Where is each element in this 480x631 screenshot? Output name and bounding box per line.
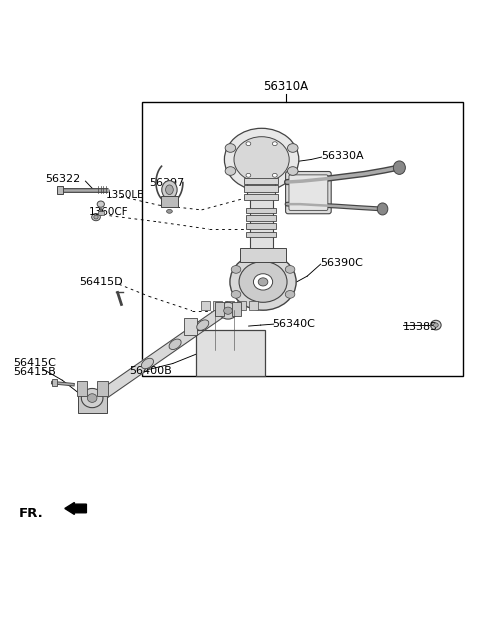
Ellipse shape: [225, 167, 236, 175]
Bar: [247, 160, 275, 198]
Ellipse shape: [377, 203, 388, 215]
Bar: [244, 186, 278, 192]
Ellipse shape: [81, 389, 103, 408]
Ellipse shape: [218, 302, 238, 319]
Ellipse shape: [231, 266, 241, 273]
Ellipse shape: [162, 180, 177, 199]
Bar: [250, 198, 273, 253]
Ellipse shape: [166, 185, 173, 194]
Bar: [142, 102, 463, 375]
Ellipse shape: [225, 128, 299, 191]
Bar: [249, 301, 258, 309]
Bar: [246, 215, 276, 221]
Ellipse shape: [224, 307, 232, 314]
Text: 56415B: 56415B: [13, 367, 56, 377]
Bar: [98, 211, 104, 215]
Bar: [57, 186, 63, 194]
Text: 56330A: 56330A: [322, 151, 364, 161]
Text: 56322: 56322: [46, 174, 81, 184]
Polygon shape: [89, 302, 233, 406]
Ellipse shape: [239, 261, 287, 302]
FancyBboxPatch shape: [184, 318, 197, 334]
Ellipse shape: [273, 142, 277, 146]
Ellipse shape: [225, 144, 236, 152]
Ellipse shape: [87, 394, 97, 403]
Text: 56415D: 56415D: [79, 277, 123, 287]
Bar: [161, 196, 178, 206]
Ellipse shape: [253, 274, 273, 290]
Ellipse shape: [94, 215, 98, 219]
Text: 56397: 56397: [149, 179, 184, 189]
FancyBboxPatch shape: [289, 175, 328, 210]
Ellipse shape: [234, 137, 289, 182]
Text: 13385: 13385: [403, 322, 438, 333]
Ellipse shape: [288, 167, 298, 175]
Bar: [77, 381, 87, 396]
Ellipse shape: [142, 358, 154, 369]
Ellipse shape: [393, 161, 405, 174]
Ellipse shape: [169, 339, 181, 350]
Ellipse shape: [273, 174, 277, 177]
Bar: [246, 223, 276, 228]
Ellipse shape: [258, 278, 268, 286]
Ellipse shape: [197, 320, 209, 330]
Ellipse shape: [285, 266, 295, 273]
FancyArrow shape: [65, 502, 86, 514]
Bar: [201, 301, 210, 309]
Text: 56390C: 56390C: [321, 257, 363, 268]
Ellipse shape: [285, 290, 295, 298]
FancyBboxPatch shape: [286, 172, 331, 214]
Bar: [78, 394, 107, 413]
Bar: [244, 194, 278, 200]
Bar: [246, 232, 276, 237]
Text: 56415C: 56415C: [13, 358, 56, 369]
Ellipse shape: [167, 209, 172, 213]
Bar: [213, 301, 222, 309]
Bar: [97, 381, 108, 396]
Ellipse shape: [433, 323, 438, 327]
Bar: [244, 178, 278, 184]
Ellipse shape: [431, 321, 441, 330]
Bar: [215, 302, 224, 316]
Bar: [246, 208, 276, 213]
Bar: [232, 302, 241, 316]
Ellipse shape: [97, 201, 104, 207]
Ellipse shape: [230, 254, 296, 310]
Bar: [240, 249, 286, 262]
Bar: [225, 301, 234, 309]
Text: 56400B: 56400B: [130, 366, 172, 375]
FancyBboxPatch shape: [196, 330, 265, 375]
Ellipse shape: [92, 213, 100, 221]
Bar: [237, 301, 246, 309]
Text: FR.: FR.: [19, 507, 44, 520]
Text: 56340C: 56340C: [273, 319, 315, 329]
Ellipse shape: [231, 290, 241, 298]
Bar: [52, 379, 57, 386]
Text: 56310A: 56310A: [263, 80, 308, 93]
Text: 1350LE: 1350LE: [106, 191, 144, 201]
Ellipse shape: [246, 174, 251, 177]
Ellipse shape: [288, 144, 298, 152]
Ellipse shape: [246, 142, 251, 146]
Text: 1360CF: 1360CF: [89, 208, 129, 217]
